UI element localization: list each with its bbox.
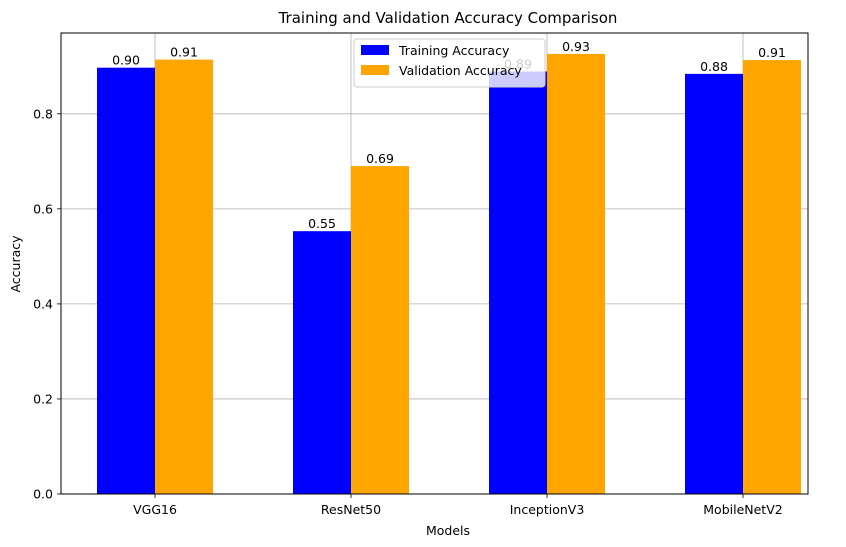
plot-area: 0.900.550.890.880.910.690.930.91 0.00.20…: [33, 32, 809, 517]
y-tick-label: 0.0: [33, 487, 53, 502]
y-tick-label: 0.2: [33, 391, 53, 406]
x-tick-label: InceptionV3: [510, 502, 585, 517]
bar-validation: [547, 53, 605, 494]
bar-training: [293, 231, 351, 494]
data-label-training: 0.55: [308, 216, 336, 231]
legend: Training Accuracy Validation Accuracy: [353, 38, 546, 88]
bar-training: [97, 67, 155, 494]
data-label-training: 0.88: [700, 59, 728, 74]
y-tick-label: 0.4: [33, 296, 53, 311]
legend-label-training: Training Accuracy: [398, 43, 510, 58]
data-label-validation: 0.69: [366, 151, 394, 166]
bar-training: [489, 71, 547, 494]
bar-training: [685, 73, 743, 494]
chart-title: Training and Validation Accuracy Compari…: [278, 9, 618, 27]
data-label-validation: 0.91: [170, 45, 198, 60]
y-axis-label: Accuracy: [8, 235, 23, 293]
legend-label-validation: Validation Accuracy: [399, 63, 522, 78]
bar-validation: [743, 60, 801, 494]
x-axis-label: Models: [426, 523, 470, 538]
x-tick-label: ResNet50: [321, 502, 381, 517]
legend-swatch-training: [361, 45, 389, 55]
data-label-training: 0.90: [112, 53, 140, 68]
y-tick-label: 0.8: [33, 106, 53, 121]
data-label-validation: 0.91: [758, 45, 786, 60]
legend-swatch-validation: [361, 65, 389, 75]
data-label-validation: 0.93: [562, 39, 590, 54]
axis-ticks: 0.0 0.2 0.4 0.6 0.8 VGG16 ResNet50 InceptionV3 M…: [33, 106, 783, 517]
bar-validation: [351, 166, 409, 495]
bar-validation: [155, 59, 213, 494]
legend-box: [353, 38, 546, 88]
y-tick-label: 0.6: [33, 201, 53, 216]
bars: [97, 53, 801, 495]
x-tick-label: VGG16: [133, 502, 177, 517]
x-tick-label: MobileNetV2: [703, 502, 782, 517]
axes-frame: [60, 32, 809, 495]
